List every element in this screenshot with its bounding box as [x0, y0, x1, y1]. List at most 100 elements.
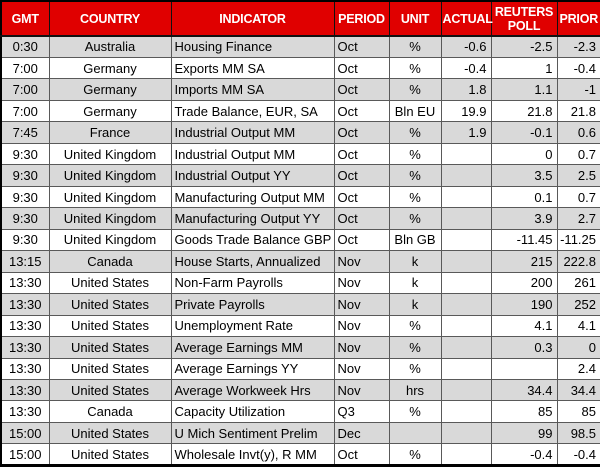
cell-period: Oct	[333, 121, 390, 144]
cell-period: Oct	[333, 78, 390, 101]
table-row: 13:15 Canada House Starts, Annualized No…	[0, 250, 600, 273]
cell-unit	[388, 421, 442, 445]
cell-actual	[440, 314, 492, 338]
cell-gmt: 13:30	[0, 357, 50, 381]
table-row: 13:30 Canada Capacity Utilization Q3 % 8…	[0, 400, 600, 423]
cell-country: Canada	[48, 250, 172, 273]
cell-country: United States	[48, 421, 172, 445]
cell-actual: -0.4	[440, 56, 492, 80]
cell-actual	[440, 421, 492, 445]
cell-actual	[440, 250, 492, 273]
cell-country: Germany	[48, 99, 172, 123]
cell-country: Germany	[48, 56, 172, 80]
cell-gmt: 7:00	[0, 78, 50, 101]
cell-unit: %	[388, 357, 442, 381]
cell-country: United States	[48, 357, 172, 381]
cell-indicator: Average Earnings YY	[170, 357, 335, 381]
cell-country: Germany	[48, 78, 172, 101]
cell-period: Oct	[333, 35, 390, 58]
table-row: 13:30 United States Non-Farm Payrolls No…	[0, 271, 600, 295]
cell-indicator: Manufacturing Output MM	[170, 185, 335, 209]
table-row: 13:30 United States Unemployment Rate No…	[0, 314, 600, 338]
cell-period: Nov	[333, 314, 390, 338]
cell-indicator: Unemployment Rate	[170, 314, 335, 338]
cell-prior: 222.8	[556, 250, 600, 273]
cell-indicator: Average Workweek Hrs	[170, 378, 335, 402]
cell-indicator: Housing Finance	[170, 35, 335, 58]
cell-gmt: 7:00	[0, 56, 50, 80]
col-header-prior: PRIOR	[556, 1, 600, 37]
cell-prior: 2.5	[556, 164, 600, 187]
cell-actual	[440, 271, 492, 295]
cell-country: United States	[48, 314, 172, 338]
cell-country: United States	[48, 271, 172, 295]
cell-period: Oct	[333, 164, 390, 187]
cell-reuters-poll: 1	[490, 56, 558, 80]
cell-indicator: Wholesale Invt(y), R MM	[170, 443, 335, 466]
cell-gmt: 9:30	[0, 207, 50, 230]
cell-unit: Bln EU	[388, 99, 442, 123]
cell-actual	[440, 228, 492, 252]
cell-country: United States	[48, 293, 172, 316]
cell-unit: %	[388, 336, 442, 359]
cell-period: Nov	[333, 293, 390, 316]
cell-country: United Kingdom	[48, 142, 172, 166]
cell-reuters-poll: -2.5	[490, 35, 558, 58]
table-row: 9:30 United Kingdom Goods Trade Balance …	[0, 228, 600, 252]
cell-reuters-poll: 1.1	[490, 78, 558, 101]
cell-country: United Kingdom	[48, 164, 172, 187]
cell-gmt: 13:30	[0, 400, 50, 423]
cell-reuters-poll: 200	[490, 271, 558, 295]
cell-indicator: Exports MM SA	[170, 56, 335, 80]
cell-prior: -2.3	[556, 35, 600, 58]
cell-unit: hrs	[388, 378, 442, 402]
table-row: 13:30 United States Average Workweek Hrs…	[0, 378, 600, 402]
header-row: GMT COUNTRY INDICATOR PERIOD UNIT ACTUAL…	[0, 1, 600, 37]
cell-reuters-poll	[490, 357, 558, 381]
cell-indicator: Average Earnings MM	[170, 336, 335, 359]
cell-period: Nov	[333, 250, 390, 273]
col-header-period: PERIOD	[333, 1, 390, 37]
cell-period: Oct	[333, 443, 390, 466]
cell-prior: 261	[556, 271, 600, 295]
cell-prior: 0.7	[556, 142, 600, 166]
cell-gmt: 9:30	[0, 164, 50, 187]
cell-prior: 4.1	[556, 314, 600, 338]
table-row: 7:00 Germany Imports MM SA Oct % 1.8 1.1…	[0, 78, 600, 101]
cell-prior: -0.4	[556, 56, 600, 80]
table-row: 9:30 United Kingdom Manufacturing Output…	[0, 185, 600, 209]
cell-indicator: Industrial Output MM	[170, 142, 335, 166]
cell-reuters-poll: 215	[490, 250, 558, 273]
cell-actual: 1.9	[440, 121, 492, 144]
cell-period: Oct	[333, 56, 390, 80]
cell-gmt: 7:45	[0, 121, 50, 144]
cell-gmt: 13:30	[0, 314, 50, 338]
cell-country: United Kingdom	[48, 207, 172, 230]
table-row: 7:00 Germany Exports MM SA Oct % -0.4 1 …	[0, 56, 600, 80]
cell-indicator: Capacity Utilization	[170, 400, 335, 423]
cell-actual	[440, 164, 492, 187]
cell-prior: 252	[556, 293, 600, 316]
cell-country: United Kingdom	[48, 228, 172, 252]
col-header-unit: UNIT	[388, 1, 442, 37]
table-row: 0:30 Australia Housing Finance Oct % -0.…	[0, 35, 600, 58]
cell-indicator: Non-Farm Payrolls	[170, 271, 335, 295]
cell-reuters-poll: 0	[490, 142, 558, 166]
cell-prior: 0	[556, 336, 600, 359]
cell-actual: -0.6	[440, 35, 492, 58]
cell-actual	[440, 207, 492, 230]
cell-reuters-poll: 99	[490, 421, 558, 445]
cell-reuters-poll: -11.45	[490, 228, 558, 252]
cell-period: Nov	[333, 336, 390, 359]
cell-actual	[440, 185, 492, 209]
table-row: 13:30 United States Average Earnings MM …	[0, 336, 600, 359]
cell-unit: k	[388, 293, 442, 316]
cell-period: Oct	[333, 99, 390, 123]
table-row: 7:00 Germany Trade Balance, EUR, SA Oct …	[0, 99, 600, 123]
cell-gmt: 9:30	[0, 142, 50, 166]
cell-period: Oct	[333, 228, 390, 252]
cell-gmt: 7:00	[0, 99, 50, 123]
cell-indicator: Trade Balance, EUR, SA	[170, 99, 335, 123]
cell-period: Oct	[333, 207, 390, 230]
